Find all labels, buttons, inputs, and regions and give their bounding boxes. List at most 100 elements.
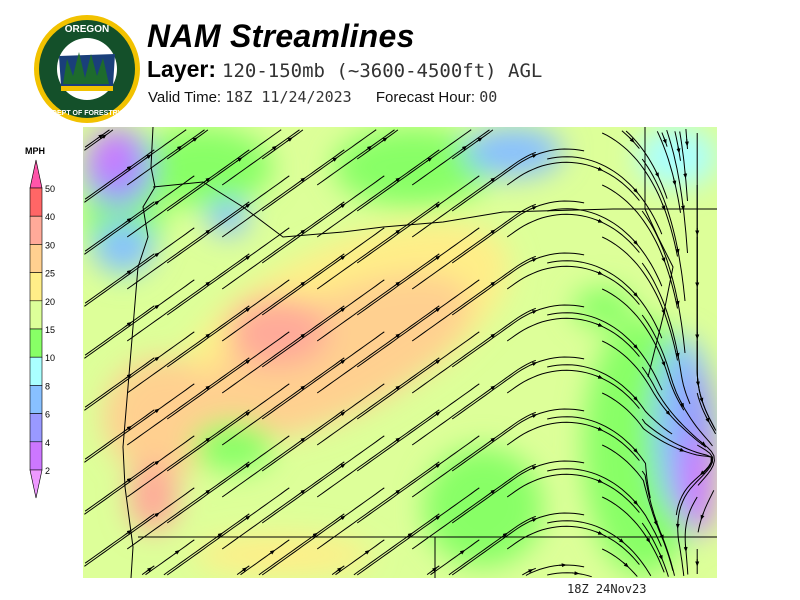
streamline-arrow (339, 359, 346, 365)
streamline-arrow (489, 489, 496, 495)
streamline-arrow (125, 217, 132, 223)
streamline-arrow (617, 537, 625, 543)
streamline (261, 279, 385, 368)
legend-tick-label: 20 (45, 297, 55, 307)
streamline (506, 161, 640, 201)
streamline (679, 131, 688, 202)
streamline-arrow (699, 440, 707, 447)
streamline-arrow (244, 463, 251, 469)
streamline (506, 525, 640, 565)
streamline (126, 149, 250, 238)
streamline-arrow (661, 203, 666, 211)
streamline (448, 515, 536, 576)
streamline-arrow (629, 137, 635, 143)
streamline (547, 260, 663, 339)
streamline (221, 129, 300, 186)
streamline-arrow (530, 518, 538, 522)
streamline-arrow (676, 145, 681, 154)
streamline (411, 203, 536, 290)
streamline-arrow (675, 246, 680, 254)
streamline-arrow (675, 350, 680, 358)
streamline (84, 201, 155, 252)
streamline (335, 539, 385, 576)
streamline-arrow (489, 333, 496, 339)
streamline-arrow (700, 512, 705, 521)
streamline-arrow (595, 218, 604, 223)
streamline-arrow (299, 229, 306, 235)
layer-info: Layer: 120-150mb (~3600-4500ft) AGL (147, 56, 542, 83)
streamline-arrow (632, 447, 639, 454)
oregon-forestry-logo: OREGON DEPT OF FORESTRY (34, 15, 140, 123)
streamline (411, 411, 536, 498)
streamline-arrow (661, 307, 666, 315)
streamline-arrow (240, 567, 248, 573)
streamline-arrow (406, 532, 413, 538)
streamline (84, 129, 114, 151)
streamline (601, 548, 638, 577)
streamline (411, 307, 536, 394)
streamline (261, 383, 385, 472)
streamline-arrow (489, 281, 496, 287)
streamline (126, 357, 250, 446)
streamline-arrow (125, 321, 132, 327)
streamline (641, 262, 691, 405)
streamline (261, 487, 385, 576)
streamline (356, 129, 399, 160)
streamline (84, 305, 155, 356)
streamline-arrow (434, 359, 441, 365)
streamline (163, 513, 250, 576)
streamline (547, 208, 663, 287)
streamline-arrow (672, 178, 677, 186)
streamline-arrow (381, 137, 388, 142)
streamline-arrow (699, 395, 704, 403)
streamline (166, 175, 290, 264)
streamline-arrow (394, 437, 401, 443)
streamline (506, 265, 640, 305)
streamline (430, 539, 480, 576)
streamline (166, 129, 282, 212)
streamline (411, 255, 536, 342)
streamline-arrow (299, 281, 306, 287)
forecast-hour-value: 00 (479, 88, 498, 106)
streamline-arrow (595, 426, 604, 431)
streamline-arrow (595, 270, 604, 275)
forecast-hour-label: Forecast Hour: (375, 89, 476, 106)
streamline-arrow (236, 157, 243, 163)
streamline (356, 383, 480, 472)
streamline (126, 253, 250, 342)
streamline (547, 156, 663, 235)
streamline (601, 340, 707, 448)
streamline (84, 461, 155, 512)
streamline-arrow (153, 252, 160, 258)
streamline (84, 253, 155, 304)
legend-tick-label: 40 (45, 212, 55, 222)
streamline (84, 129, 187, 203)
streamline-arrow (145, 154, 152, 160)
streamline (316, 409, 440, 498)
streamline (451, 252, 585, 316)
svg-text:DEPT OF FORESTRY: DEPT OF FORESTRY (52, 110, 122, 117)
streamline-arrow (632, 291, 639, 298)
valid-time-label: Valid Time: (148, 89, 222, 106)
streamline (261, 175, 385, 264)
streamline-arrow (125, 165, 132, 171)
legend-band (29, 244, 43, 273)
streamline-arrow (661, 359, 666, 367)
streamline-arrow (244, 255, 251, 261)
streamline (506, 473, 640, 513)
streamline-arrow (595, 530, 604, 535)
streamline-arrow (654, 170, 659, 178)
streamline (316, 305, 440, 394)
legend-arrow-top (29, 159, 43, 189)
streamline-arrow (430, 567, 438, 573)
streamline-arrow (216, 532, 223, 538)
streamline-arrow (501, 532, 508, 538)
streamline-arrow (526, 569, 534, 574)
streamline (356, 435, 480, 524)
streamline (677, 444, 714, 576)
streamline-arrow (153, 460, 160, 466)
streamline-arrow (675, 298, 680, 306)
streamline (353, 513, 440, 576)
streamline-arrow (530, 258, 538, 262)
map-timestamp: 18Z 24Nov23 (567, 582, 647, 596)
